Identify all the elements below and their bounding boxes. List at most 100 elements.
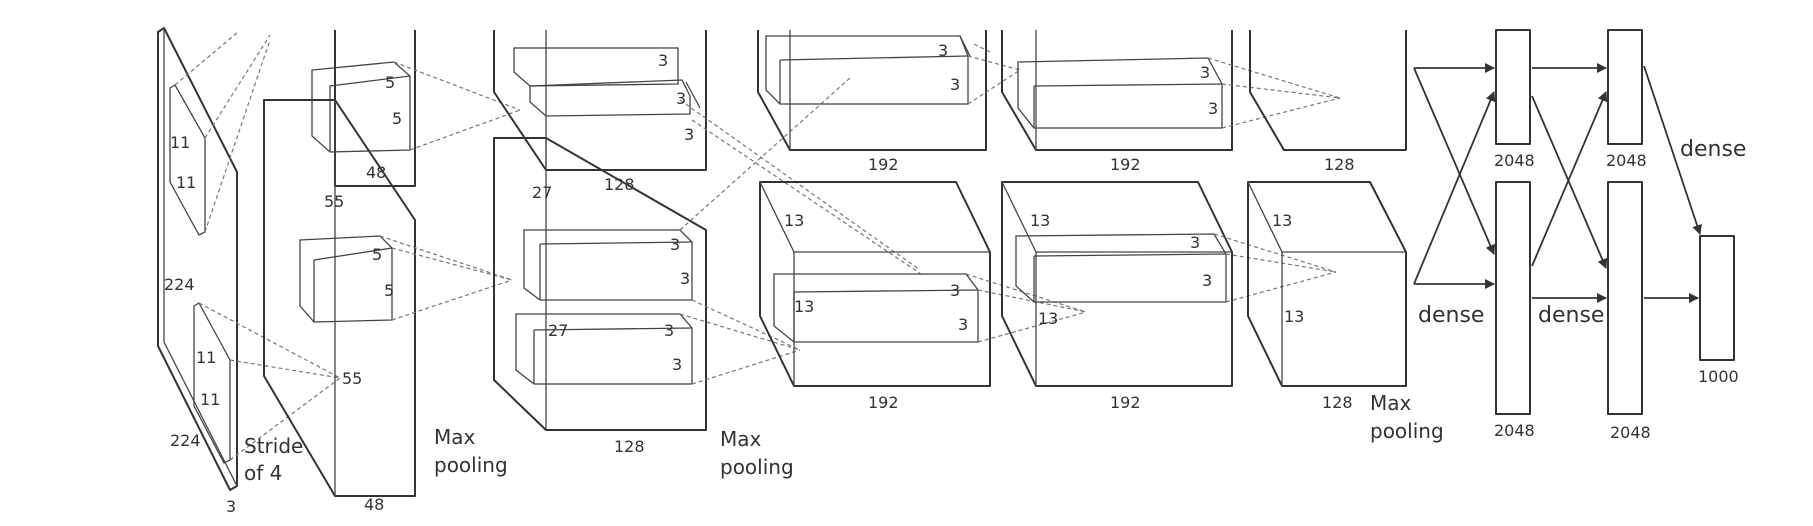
dense1-bot-size: 2048 [1494,421,1535,440]
conv3-kernel-3: 3 [950,281,960,300]
conv4-top-depth: 192 [1110,155,1141,174]
arrow [1413,91,1496,285]
projection-line [379,235,513,281]
conv1-top-kernel-edge [329,75,411,87]
conv4-bottom-volume [1001,181,1233,387]
conv3-spatial-a: 13 [784,211,804,230]
conv2-top-kernel-1 [513,47,679,87]
conv2-kernel-top-2: 3 [676,89,686,108]
conv1-top-depth: 48 [366,163,386,182]
conv4-spatial-b: 13 [1038,309,1058,328]
input-width-label: 224 [170,431,201,450]
projection-line [1221,97,1341,129]
dense3-label: dense [1680,137,1746,162]
pool1-label-line2: pooling [434,453,508,477]
conv3-bottom-kernel-edge [793,289,979,293]
input-kernel-bot-h: 11 [196,348,216,367]
input-layer: 11 11 224 11 11 224 3 Stride of 4 [157,27,341,516]
conv5-spatial-a: 13 [1272,211,1292,230]
conv4-top-kernel-edge [1033,83,1223,87]
conv1-top-spatial: 55 [324,192,344,211]
conv3-bot-depth: 192 [868,393,899,412]
conv4-kernel-4: 3 [1202,271,1212,290]
conv1-bot-spatial: 55 [342,369,362,388]
conv4-kernel-1: 3 [1200,63,1210,82]
conv5-bottom-edge [1247,181,1283,253]
dense1-bottom-bar [1495,181,1531,415]
conv1-layer: 5 5 48 55 5 5 55 48 Max pooling [263,30,521,514]
projection-line [204,39,271,233]
projection-line [967,55,1021,71]
conv3-top-kernel-edge [959,35,971,57]
output-bar [1699,235,1735,361]
dense2-top-size: 2048 [1606,151,1647,170]
pool2-label-line2: pooling [720,455,794,479]
projection-line [1207,57,1341,99]
conv2-bot-depth: 128 [614,437,645,456]
arrow [1531,95,1608,269]
input-height-label: 224 [164,275,195,294]
conv2-kernel-bot-3: 3 [664,321,674,340]
conv5-top-depth: 128 [1324,155,1355,174]
conv1-top-kernel-a: 5 [385,73,395,92]
conv4-bottom-kernel-edge [1033,253,1227,257]
projection-line [691,349,801,385]
pool3-label-line2: pooling [1370,419,1444,443]
dense1-label: dense [1418,303,1484,328]
pool3-label-line1: Max [1370,391,1412,415]
conv2-kernel-bot-1: 3 [670,235,680,254]
arrow [1531,91,1608,267]
arrow [1413,67,1496,255]
projection-line [1221,83,1341,99]
conv5-layer: 128 13 13 128 Max pooling [1247,30,1444,443]
conv2-bottom-kernel-1-edge [539,241,693,245]
conv4-kernel-3: 3 [1190,233,1200,252]
input-kernel-top-w: 11 [176,173,196,192]
projection-line [229,377,341,461]
projection-line [391,279,513,321]
conv3-bottom-edge [759,181,795,253]
conv2-top-volume [493,30,707,171]
stride-label-line2: of 4 [244,461,282,485]
dense1-top-size: 2048 [1494,151,1535,170]
conv2-bot-spatial: 27 [548,321,568,340]
conv1-bot-kernel-a: 5 [372,245,382,264]
conv5-bottom-volume [1247,181,1407,387]
conv2-kernel-top-1: 3 [658,51,668,70]
conv2-bottom-kernel-1 [523,229,693,301]
dense2-label: dense [1538,303,1604,328]
dense-layers: 2048 2048 2048 2048 1000 dense dense den… [1413,29,1746,442]
conv2-kernel-top-3: 3 [684,125,694,144]
conv3-layer: 3 3 192 13 3 13 3 192 [757,30,1087,412]
arrow [1643,65,1702,235]
conv5-bot-depth: 128 [1322,393,1353,412]
dense2-bot-size: 2048 [1610,423,1651,442]
conv1-top-kernel-b: 5 [392,109,402,128]
conv1-bot-kernel-b: 5 [384,281,394,300]
projection-line [1213,233,1337,273]
projection-line [229,359,341,379]
conv3-top-kernel-edge [779,55,969,61]
projection-line [977,311,1087,343]
input-kernel-top [169,84,206,236]
projection-line [977,289,1087,313]
projection-line [204,34,271,139]
conv3-kernel-4: 3 [958,315,968,334]
projection-line [1225,253,1337,273]
conv2-kernel-bot-2: 3 [680,269,690,288]
projection-line [967,69,1021,105]
conv2-top-kernel-2 [529,79,691,117]
projection-line [679,77,851,231]
input-kernel-top-h: 11 [170,133,190,152]
projection-line [409,109,521,151]
pool1-label-line1: Max [434,425,476,449]
dense1-top-bar [1495,29,1531,145]
conv2-top-kernel-edge [685,81,701,109]
conv3-bottom-volume [759,181,991,387]
projection-line [679,99,921,271]
conv3-kernel-2: 3 [950,75,960,94]
projection-line [973,43,991,53]
conv3-kernel-1: 3 [938,41,948,60]
conv2-layer: 3 3 3 27 128 3 3 27 3 3 128 Max pooling [493,30,925,479]
